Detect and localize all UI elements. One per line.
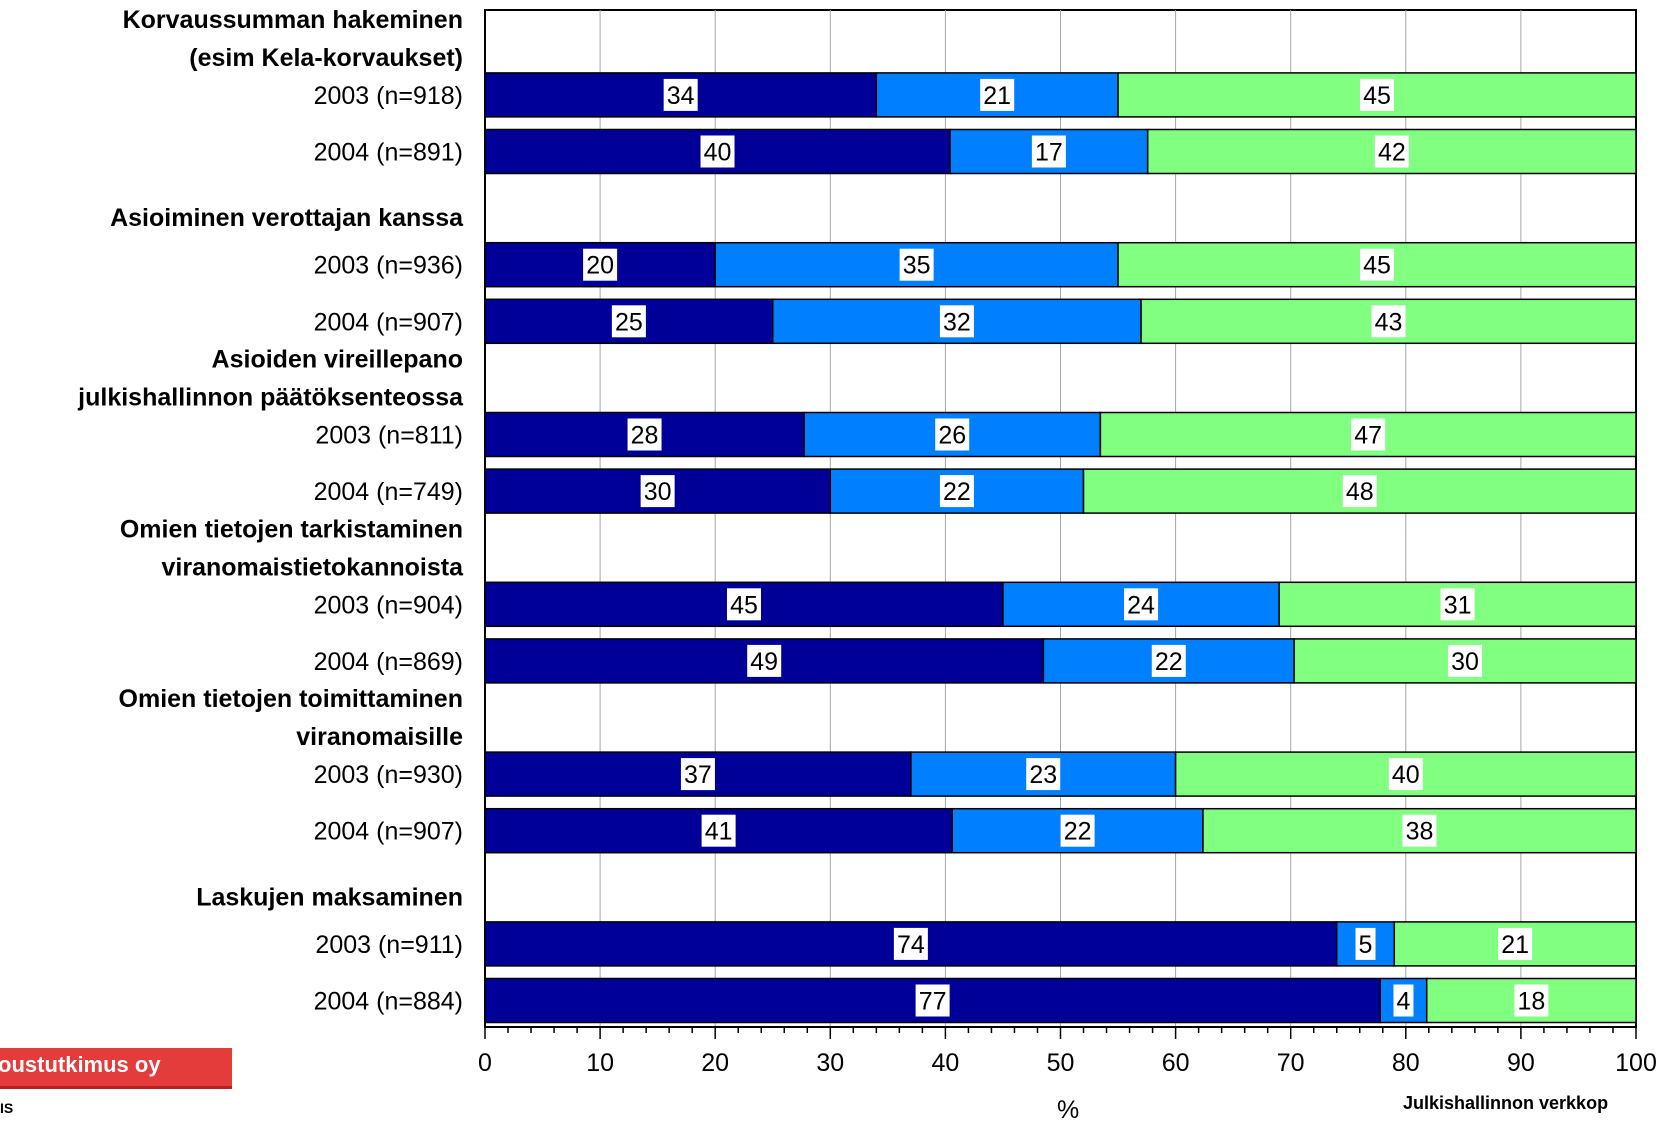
- data-label: 24: [1127, 591, 1155, 619]
- category-label: 2003 (n=811): [315, 422, 463, 450]
- data-label: 21: [1501, 931, 1529, 959]
- x-tick-label: 50: [1047, 1049, 1075, 1077]
- data-label: 23: [1029, 761, 1057, 789]
- data-label: 22: [1064, 818, 1092, 846]
- x-tick-label: 100: [1615, 1049, 1657, 1077]
- data-label: 4: [1397, 988, 1411, 1016]
- group-title-label: viranomaistietokannoista: [162, 553, 465, 581]
- x-axis-label: %: [1057, 1096, 1079, 1125]
- data-label: 31: [1444, 591, 1472, 619]
- data-label: 28: [631, 422, 659, 450]
- data-label: 35: [903, 252, 931, 280]
- data-label: 20: [586, 252, 614, 280]
- data-label: 22: [1155, 648, 1183, 676]
- category-label: 2003 (n=911): [315, 931, 463, 959]
- data-label: 5: [1359, 931, 1373, 959]
- group-title-label: julkishallinnon päätöksenteossa: [77, 384, 464, 412]
- data-label: 47: [1354, 422, 1382, 450]
- category-label: 2004 (n=884): [314, 988, 463, 1016]
- data-label: 77: [919, 988, 947, 1016]
- x-tick-label: 20: [701, 1049, 729, 1077]
- x-tick-label: 10: [586, 1049, 614, 1077]
- category-label: 2003 (n=904): [314, 591, 463, 619]
- data-label: 30: [1451, 648, 1479, 676]
- x-tick-label: 30: [816, 1049, 844, 1077]
- category-label: 2004 (n=749): [314, 478, 463, 506]
- x-tick-label: 80: [1392, 1049, 1420, 1077]
- data-label: 22: [943, 478, 971, 506]
- data-label: 41: [705, 818, 733, 846]
- x-tick-label: 70: [1277, 1049, 1305, 1077]
- group-title-label: Asioiminen verottajan kanssa: [110, 204, 464, 232]
- data-label: 45: [1363, 82, 1391, 110]
- category-label: 2004 (n=869): [314, 648, 463, 676]
- company-logo-subtext: IS: [0, 1100, 13, 1116]
- category-label: 2003 (n=930): [314, 761, 463, 789]
- data-label: 18: [1517, 988, 1545, 1016]
- group-title-label: Omien tietojen tarkistaminen: [120, 515, 463, 543]
- company-logo-text: oustutkimus oy: [0, 1052, 161, 1078]
- group-title-label: Asioiden vireillepano: [212, 346, 463, 374]
- data-label: 43: [1375, 308, 1403, 336]
- data-label: 40: [1392, 761, 1420, 789]
- group-title-label: Korvaussumman hakeminen: [123, 6, 463, 34]
- data-label: 25: [615, 308, 643, 336]
- category-label: 2004 (n=907): [314, 308, 463, 336]
- category-label: 2003 (n=918): [314, 82, 463, 110]
- x-tick-label: 60: [1162, 1049, 1190, 1077]
- x-tick-label: 40: [931, 1049, 959, 1077]
- data-label: 21: [983, 82, 1011, 110]
- data-label: 74: [897, 931, 925, 959]
- category-label: 2004 (n=907): [314, 818, 463, 846]
- data-label: 45: [1363, 252, 1391, 280]
- x-tick-label: 90: [1507, 1049, 1535, 1077]
- data-label: 40: [704, 139, 732, 167]
- category-label: 2004 (n=891): [314, 139, 463, 167]
- data-label: 26: [938, 422, 966, 450]
- data-label: 38: [1406, 818, 1434, 846]
- data-label: 37: [684, 761, 712, 789]
- data-label: 32: [943, 308, 971, 336]
- data-label: 45: [730, 591, 758, 619]
- group-title-label: Laskujen maksaminen: [196, 883, 463, 911]
- data-label: 17: [1035, 139, 1063, 167]
- data-label: 42: [1378, 139, 1406, 167]
- data-label: 34: [667, 82, 695, 110]
- group-title-label: viranomaisille: [296, 723, 463, 751]
- x-tick-label: 0: [478, 1049, 492, 1077]
- group-title-label: (esim Kela-korvaukset): [189, 44, 463, 72]
- data-label: 48: [1346, 478, 1374, 506]
- data-label: 49: [750, 648, 778, 676]
- group-title-label: Omien tietojen toimittaminen: [119, 685, 463, 713]
- source-footer: Julkishallinnon verkkop: [1403, 1093, 1608, 1114]
- data-label: 30: [644, 478, 672, 506]
- category-label: 2003 (n=936): [314, 252, 463, 280]
